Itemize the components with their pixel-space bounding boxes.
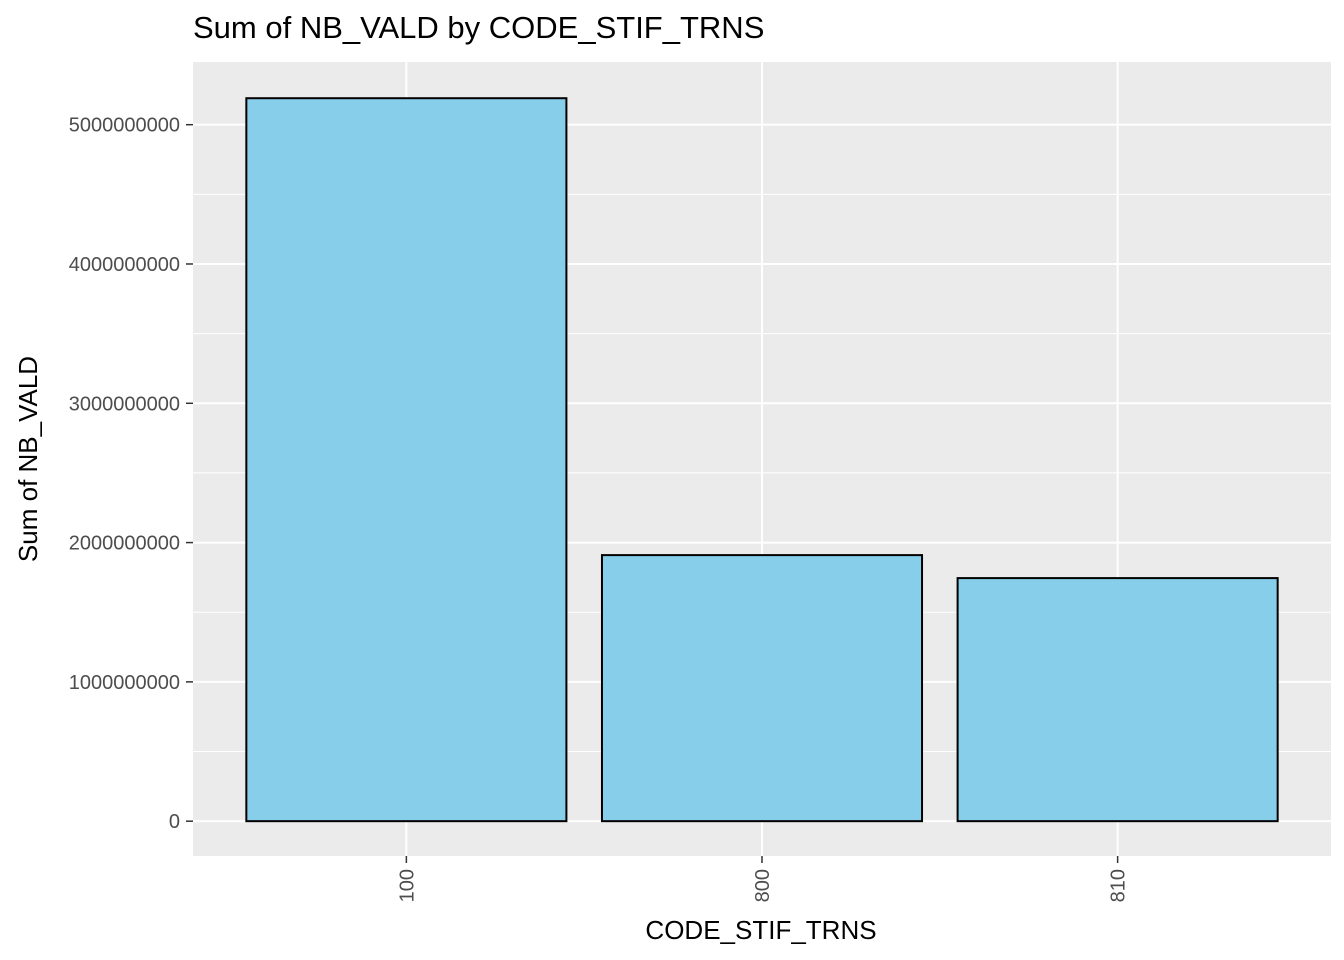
x-tick-label: 800 (752, 869, 774, 902)
bars (245, 97, 1279, 823)
y-tick-label: 4000000000 (69, 254, 180, 276)
y-axis: 0 1000000000 2000000000 3000000000 400000000… (69, 115, 193, 833)
x-axis: 100 800 810 (396, 856, 1130, 902)
bar-100 (245, 97, 568, 823)
bar-810 (956, 577, 1279, 823)
y-tick-label: 5000000000 (69, 115, 180, 137)
bar-800 (600, 554, 924, 823)
x-tick-label: 100 (396, 869, 418, 902)
y-tick-label: 1000000000 (69, 672, 180, 694)
chart-title: Sum of NB_VALD by CODE_STIF_TRNS (193, 10, 765, 45)
y-tick-label: 0 (169, 811, 180, 833)
x-axis-title: CODE_STIF_TRNS (645, 915, 876, 945)
y-axis-title: Sum of NB_VALD (13, 356, 43, 562)
y-tick-label: 2000000000 (69, 533, 180, 555)
y-tick-label: 3000000000 (69, 393, 180, 415)
x-tick-label: 810 (1108, 869, 1130, 902)
